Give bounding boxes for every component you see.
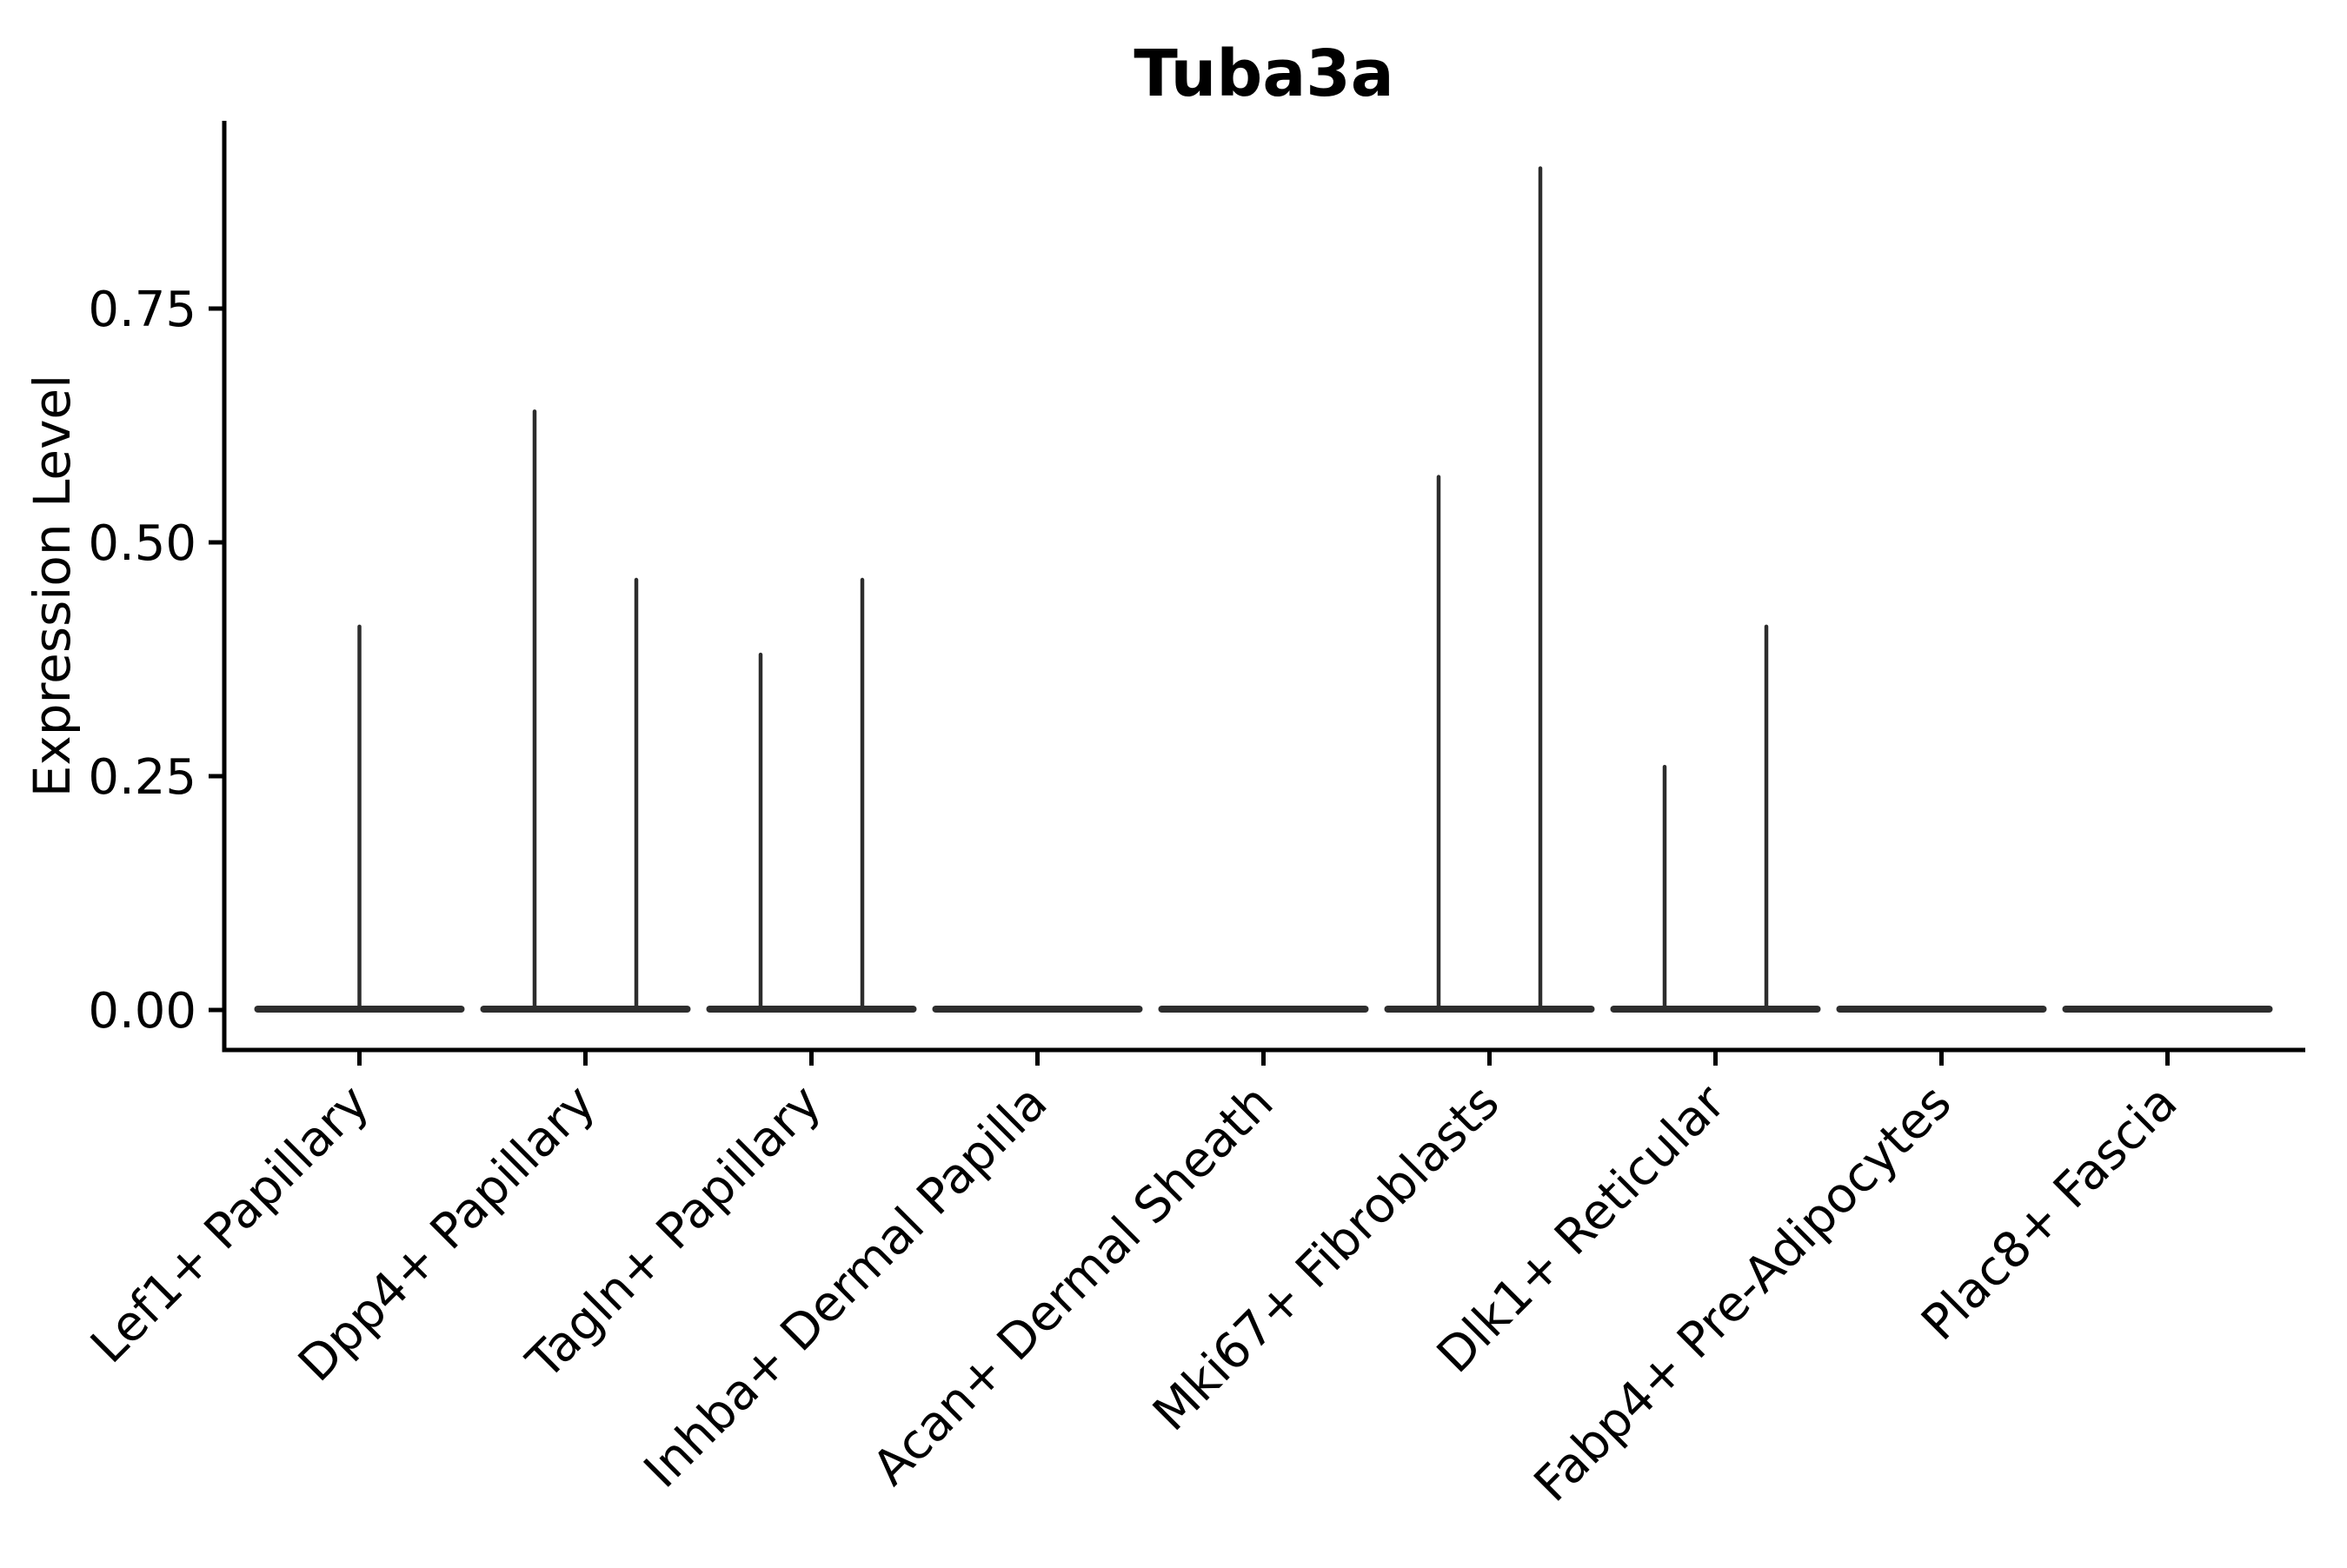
y-tick-label: 0.00 xyxy=(88,983,196,1040)
chart-title: Tuba3a xyxy=(1134,37,1393,111)
y-tick-label: 0.50 xyxy=(88,515,196,572)
x-tick-label: Fabp4+ Pre-Adipocytes xyxy=(1524,1074,1963,1513)
y-axis-label: Expression Level xyxy=(23,375,82,797)
violins-group xyxy=(254,166,2273,1013)
y-tick-label: 0.25 xyxy=(88,749,196,806)
y-tick-label: 0.75 xyxy=(88,282,196,338)
x-tick-label: Inhba+ Dermal Papilla xyxy=(634,1074,1059,1499)
y-axis-ticks: 0.00 0.25 0.50 0.75 xyxy=(88,282,224,1040)
x-tick-label: Acan+ Dermal Sheath xyxy=(862,1074,1285,1497)
